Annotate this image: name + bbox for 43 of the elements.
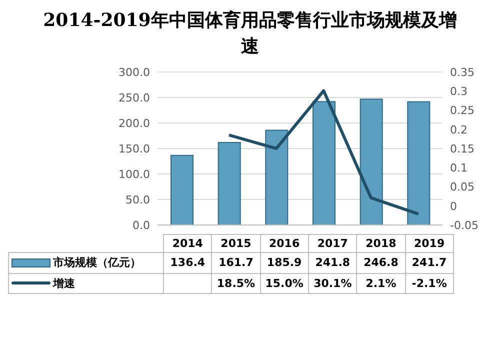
data-label: 246.8 (356, 252, 406, 273)
data-label: 136.4 (164, 252, 212, 273)
x-tick-label: 2014 (164, 234, 212, 252)
line-series (228, 89, 420, 216)
bar (170, 154, 194, 225)
data-label: 241.7 (405, 252, 454, 273)
y2-tick-label: 0 (450, 200, 457, 213)
y2-tick-label: 0.3 (450, 85, 468, 98)
data-label: 2.1% (356, 273, 406, 293)
data-label: 185.9 (260, 252, 308, 273)
data-label: 161.7 (212, 252, 260, 273)
legend-label: 市场规模（亿元） (52, 255, 141, 270)
y-tick-label: 50.0 (126, 193, 150, 206)
x-tick-label: 2018 (356, 234, 406, 252)
x-tick-label: 2016 (260, 234, 308, 252)
x-tick-label: 2015 (212, 234, 260, 252)
y2-tick-label: 0.25 (450, 104, 474, 118)
y-tick-label: 200.0 (118, 116, 150, 130)
y2-tick-label: 0.1 (450, 162, 468, 175)
data-label: 15.0% (260, 273, 308, 293)
y2-tick-label: 0.05 (450, 180, 474, 194)
data-label: 241.8 (308, 252, 357, 273)
bar (360, 98, 383, 225)
y2-tick-label: 0.15 (450, 142, 474, 156)
y2-tick-label: 0.35 (450, 66, 474, 79)
y-tick-label: 300.0 (118, 66, 150, 79)
y2-tick-label: -0.05 (450, 218, 478, 232)
y2-tick-label: 0.2 (450, 123, 468, 136)
data-label: 30.1% (308, 273, 357, 293)
bar (218, 142, 241, 225)
x-tick-label: 2017 (308, 234, 357, 252)
data-label: 18.5% (212, 273, 260, 293)
data-label: -2.1% (405, 273, 454, 293)
bar (312, 101, 336, 225)
chart-title: 2014-2019年中国体育用品零售行业市场规模及增速 (42, 9, 458, 59)
legend-label: 增速 (52, 276, 75, 290)
y-tick-label: 250.0 (118, 91, 150, 104)
y-tick-label: 0.0 (132, 218, 150, 232)
bar (407, 101, 430, 225)
x-tick-label: 2019 (405, 234, 454, 252)
bar (265, 130, 288, 225)
y-tick-label: 150.0 (118, 142, 150, 156)
y-tick-label: 100.0 (118, 168, 150, 181)
